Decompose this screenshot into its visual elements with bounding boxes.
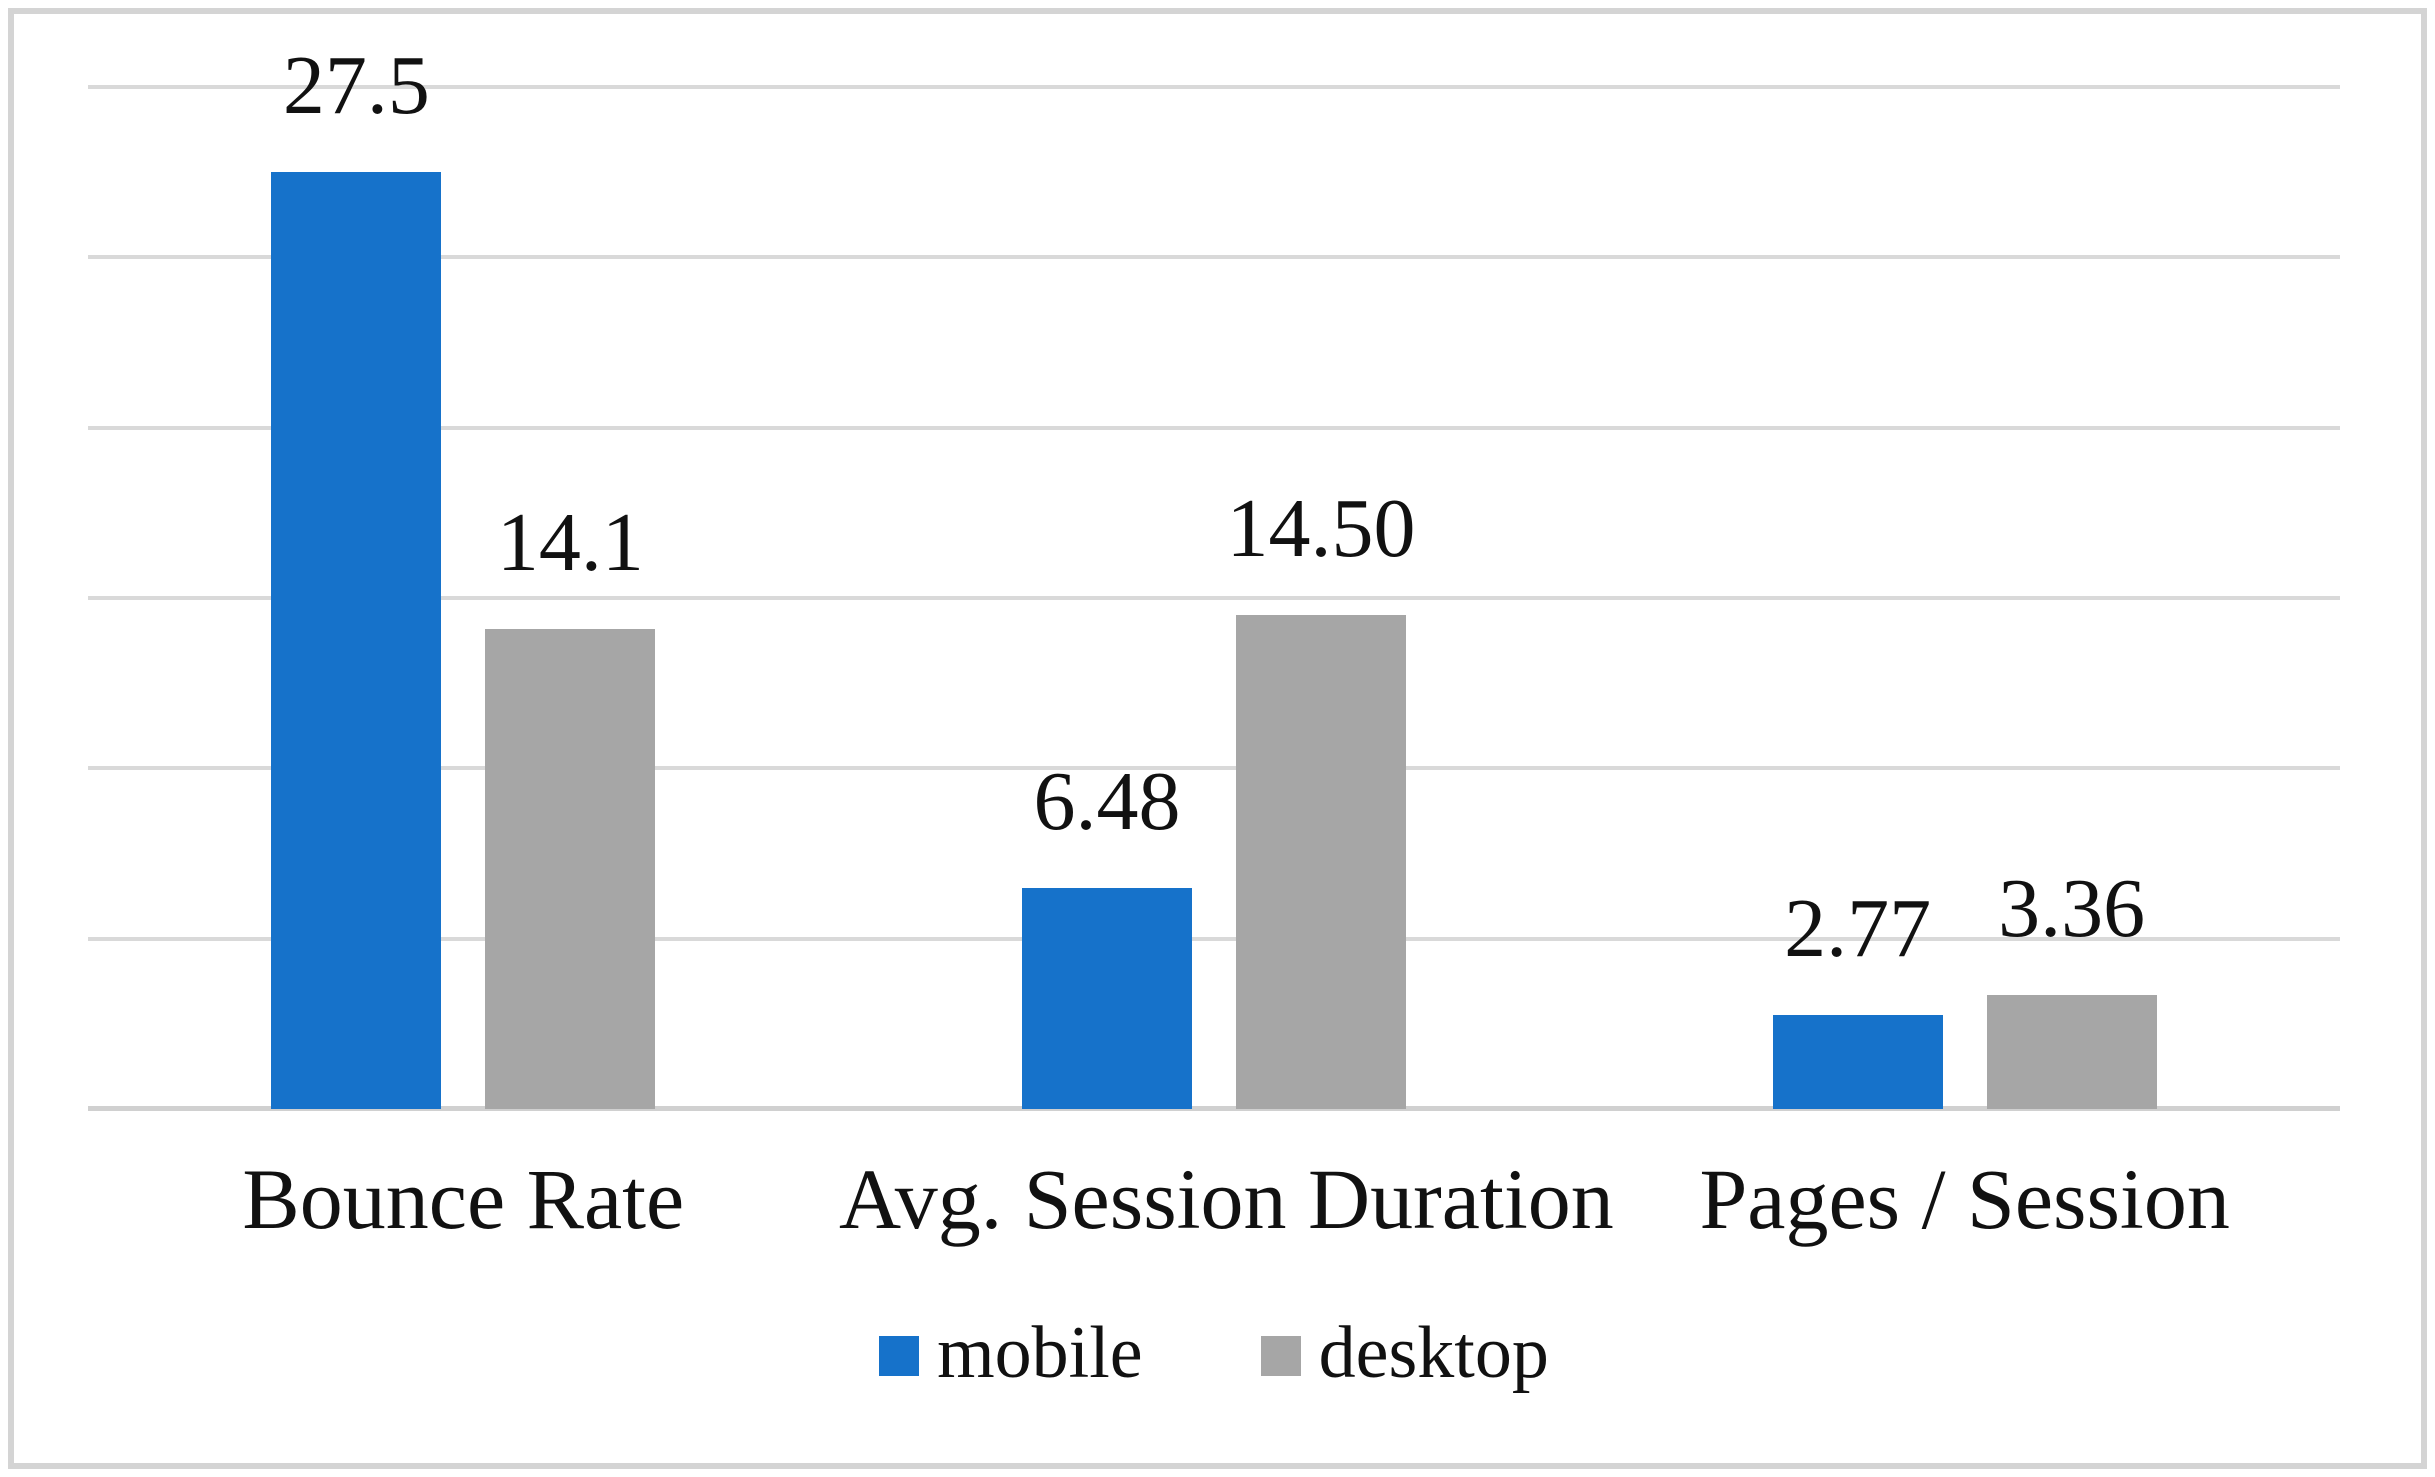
legend-item-mobile: mobile: [879, 1316, 1143, 1390]
category-label-0: Bounce Rate: [242, 1151, 685, 1247]
gridline-25: [88, 255, 2340, 260]
bar-slot-desktop-2: 3.36: [1986, 87, 2157, 1109]
bar-mobile-1: [1022, 888, 1192, 1109]
gridline-15: [88, 596, 2340, 600]
data-label-mobile-0: 27.5: [282, 39, 430, 133]
legend-swatch-mobile: [879, 1336, 920, 1376]
gridline-5: [88, 936, 2340, 941]
bar-mobile-2: [1772, 1014, 1943, 1109]
category-label-2: Pages / Session: [1699, 1151, 2230, 1247]
bar-mobile-0: [271, 172, 442, 1109]
legend: mobile desktop: [88, 1316, 2340, 1390]
legend-label-desktop: desktop: [1318, 1312, 1549, 1394]
gridline-20: [88, 425, 2340, 430]
data-label-mobile-1: 6.48: [1033, 755, 1181, 849]
data-label-mobile-2: 2.77: [1784, 881, 1932, 975]
gridline-10: [88, 766, 2340, 771]
bar-desktop-0: [485, 628, 656, 1109]
bar-slot-mobile-0: 27.5: [271, 44, 442, 1109]
bar-slot-desktop-0: 14.1: [485, 87, 656, 1109]
legend-label-mobile: mobile: [937, 1312, 1143, 1394]
bar-desktop-1: [1236, 615, 1406, 1109]
x-axis-line: [88, 1106, 2340, 1111]
legend-swatch-desktop: [1260, 1336, 1301, 1376]
bar-slot-mobile-1: 6.48: [1022, 87, 1192, 1109]
bar-desktop-2: [1986, 994, 2157, 1109]
category-label-1: Avg. Session Duration: [839, 1151, 1614, 1247]
category-axis-labels: Bounce Rate Avg. Session Duration Pages / …: [88, 1152, 2340, 1272]
legend-item-desktop: desktop: [1260, 1312, 1549, 1394]
data-label-desktop-0: 14.1: [496, 495, 644, 589]
gridline-30: [88, 85, 2340, 89]
plot-area: 27.5 14.1 6.48 14.50 2.77 3.36: [88, 44, 2340, 1111]
data-label-desktop-2: 3.36: [1998, 861, 2146, 955]
bar-slot-desktop-1: 14.50: [1227, 87, 1416, 1109]
bar-slot-mobile-2: 2.77: [1772, 87, 1943, 1109]
data-label-desktop-1: 14.50: [1226, 482, 1416, 576]
